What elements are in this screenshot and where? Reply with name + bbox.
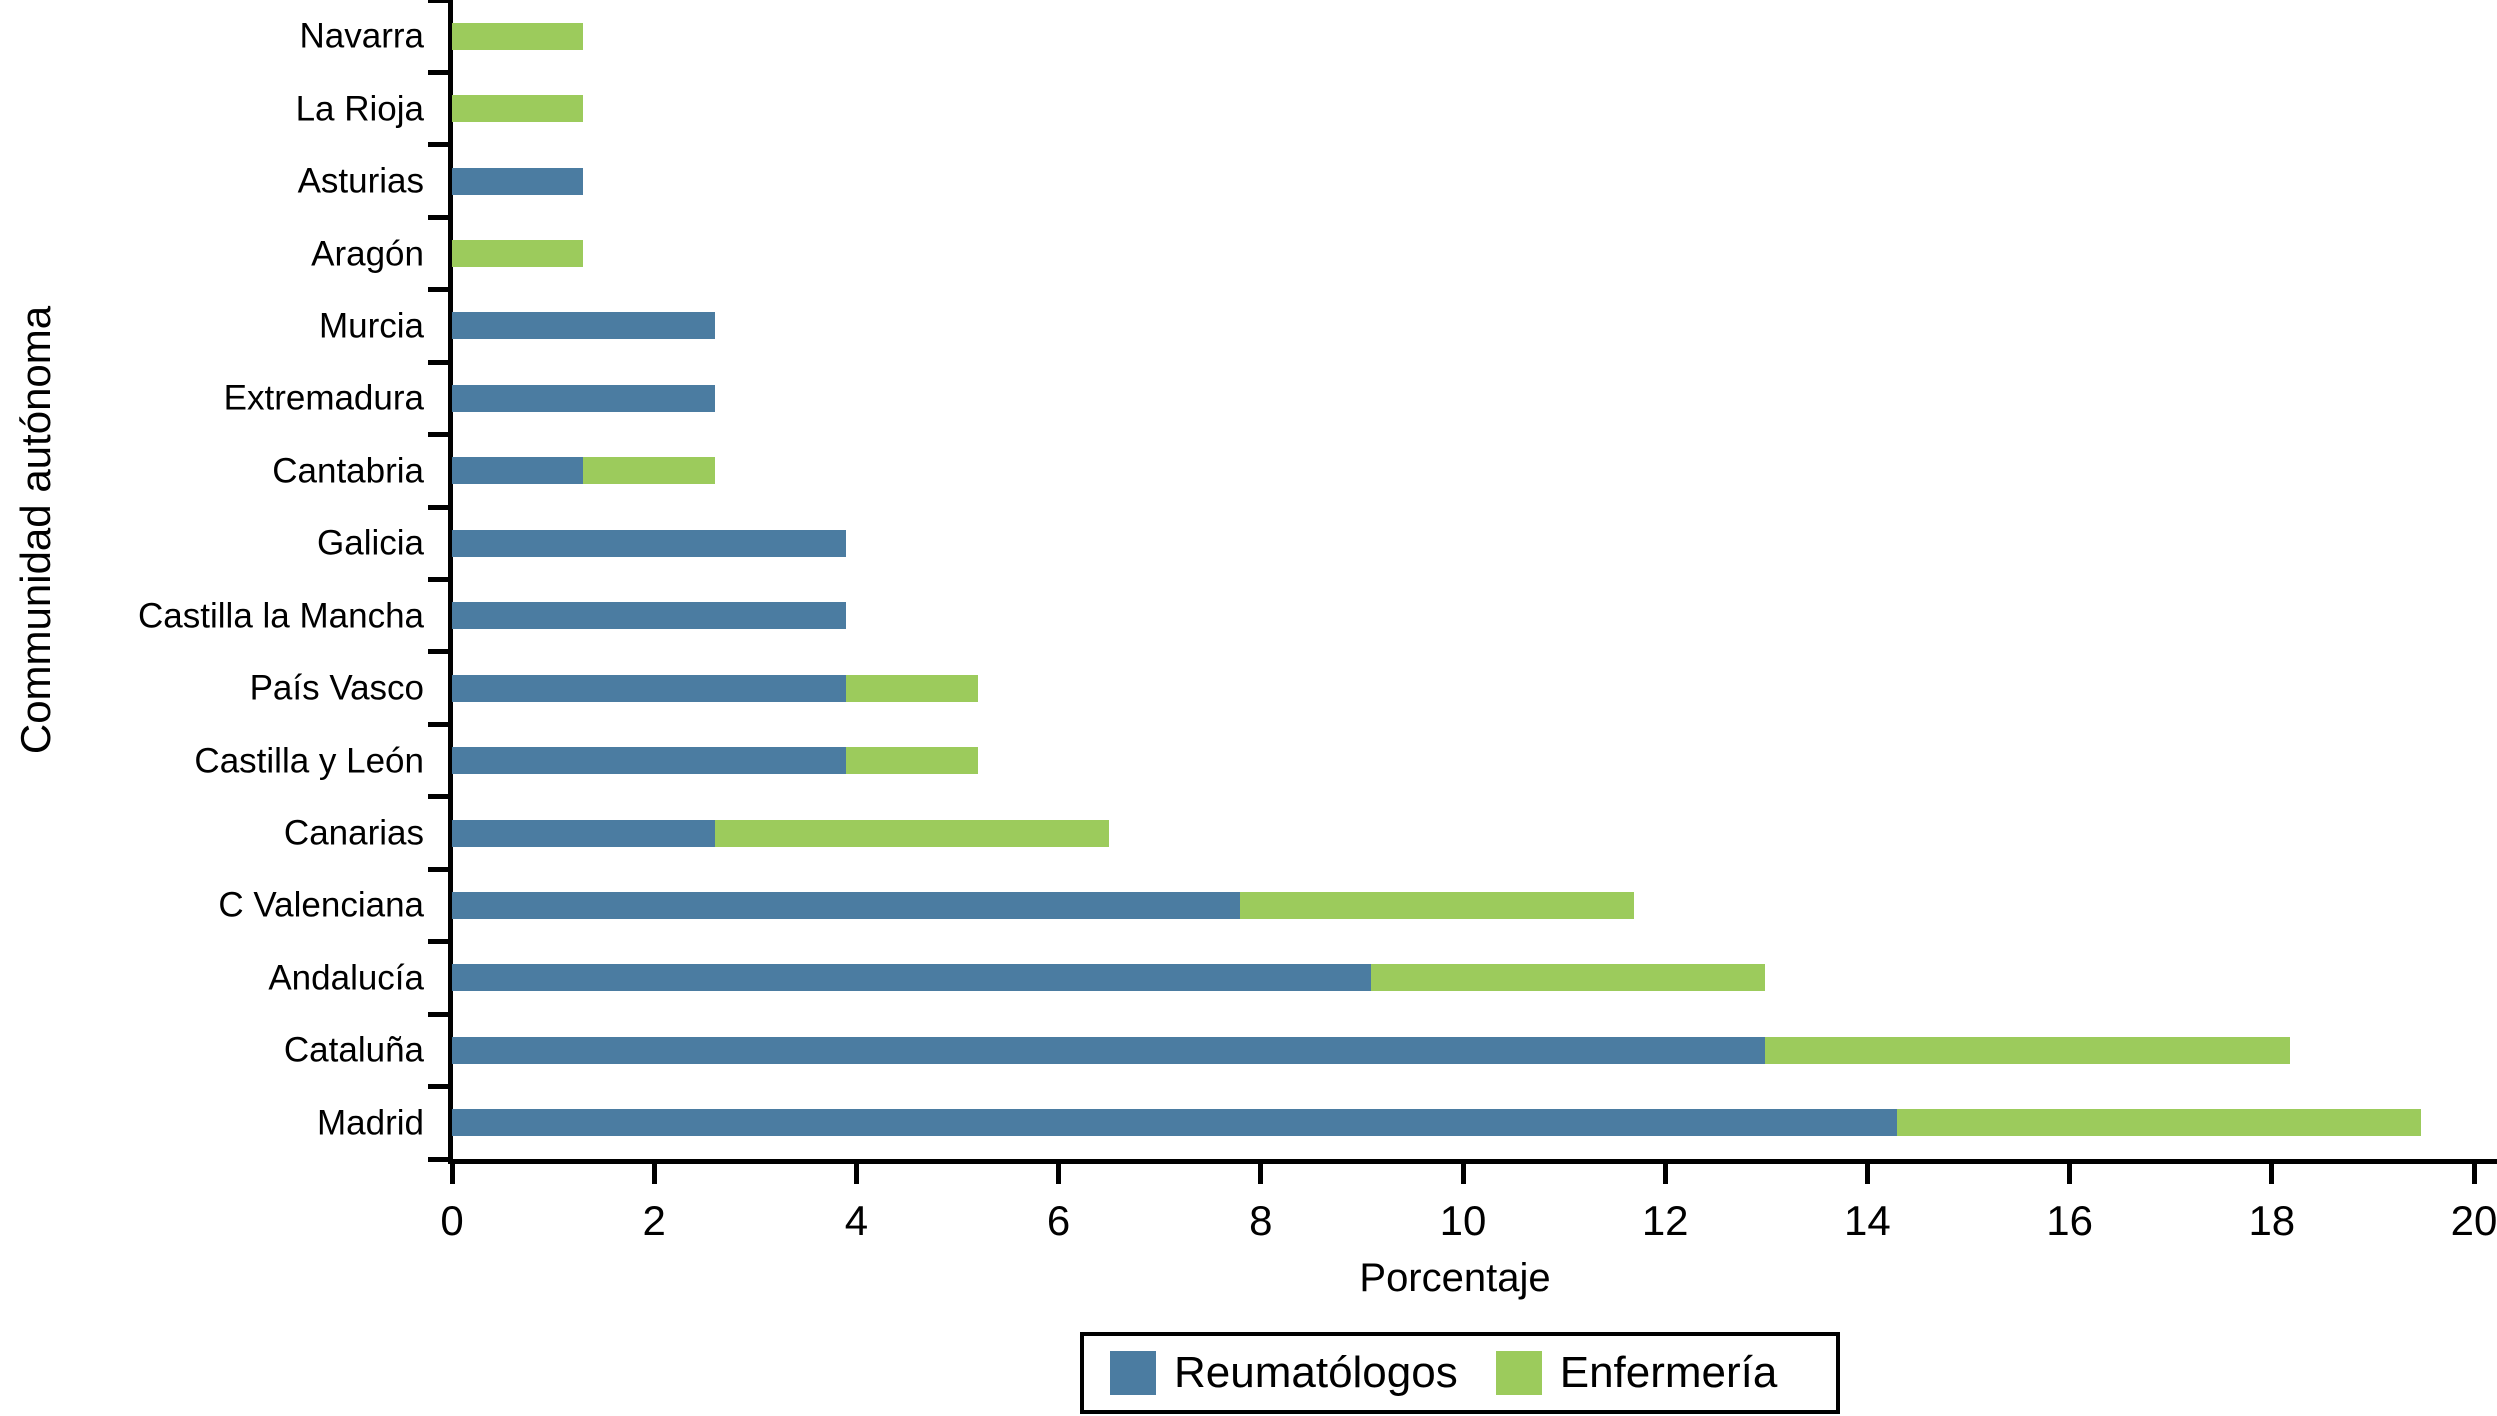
category-label: Aragón: [311, 234, 424, 274]
x-axis-tick: [1460, 1164, 1466, 1184]
category-label: Navarra: [299, 16, 424, 56]
x-axis-line: [448, 1159, 2497, 1164]
enfermeria-legend-swatch: [1495, 1351, 1542, 1395]
x-axis-tick: [1662, 1164, 1668, 1184]
bar-segment-reumatologos: [452, 384, 715, 412]
bar-segment-enfermeria: [452, 95, 584, 123]
category-label: Extremadura: [223, 378, 424, 418]
x-axis-tick-label: 4: [844, 1197, 869, 1244]
x-axis-tick-label: 18: [2248, 1197, 2296, 1244]
x-axis-tick: [449, 1164, 455, 1184]
bar-segment-enfermeria: [1239, 891, 1634, 919]
x-axis-tick-label: 16: [2046, 1197, 2093, 1244]
bar-segment-enfermeria: [846, 747, 978, 775]
category-label: Canarias: [283, 813, 424, 853]
bar-segment-reumatologos: [452, 529, 847, 557]
category-label: Castilla y León: [194, 741, 424, 781]
x-axis-tick-label: 6: [1046, 1197, 1071, 1244]
bar-segment-reumatologos: [452, 602, 847, 630]
bar-segment-enfermeria: [452, 240, 584, 268]
y-axis-tick: [428, 577, 448, 582]
y-axis-tick: [428, 0, 448, 3]
y-axis-tick: [428, 794, 448, 800]
y-axis-tick: [428, 142, 448, 148]
x-axis-tick: [853, 1164, 859, 1184]
category-label: Andalucía: [268, 958, 424, 998]
y-axis-line: [448, 0, 453, 1164]
category-label: Murcia: [318, 306, 424, 346]
y-axis-tick: [428, 214, 448, 220]
y-axis-tick: [428, 504, 448, 510]
bar-segment-reumatologos: [452, 457, 584, 485]
x-axis-title: Porcentaje: [1359, 1256, 1551, 1300]
category-label: Asturias: [297, 161, 424, 201]
y-axis-tick: [428, 1156, 448, 1162]
bar-segment-reumatologos: [452, 747, 847, 775]
category-label: Madrid: [317, 1103, 424, 1143]
x-axis-tick: [1056, 1164, 1062, 1184]
bar-segment-enfermeria: [452, 22, 584, 50]
x-axis-tick-label: 0: [440, 1197, 464, 1244]
bar-segment-reumatologos: [452, 1109, 1897, 1137]
category-label: Galicia: [317, 523, 424, 563]
bar-segment-reumatologos: [452, 891, 1240, 919]
bar-segment-enfermeria: [714, 819, 1110, 847]
bar-segment-enfermeria: [1370, 964, 1766, 992]
category-label: Castilla la Mancha: [138, 596, 424, 636]
category-label: Cantabria: [272, 451, 424, 491]
x-axis-tick: [2269, 1164, 2275, 1184]
x-axis-tick-label: 14: [1844, 1197, 1891, 1244]
category-label: País Vasco: [249, 668, 424, 708]
y-axis-tick: [428, 359, 448, 365]
bar-segment-enfermeria: [1896, 1109, 2422, 1137]
category-label: La Rioja: [295, 89, 424, 129]
reumatologos-legend-label: Reumatólogos: [1174, 1348, 1458, 1397]
bar-segment-reumatologos: [452, 964, 1371, 992]
x-axis-tick-label: 20: [2450, 1197, 2497, 1244]
bar-segment-enfermeria: [1765, 1036, 2290, 1064]
bar-segment-enfermeria: [846, 674, 978, 702]
legend: Reumatólogos Enfermería: [1080, 1332, 1840, 1414]
reumatologos-legend-swatch: [1110, 1351, 1156, 1395]
x-axis-tick: [651, 1164, 657, 1184]
bar-segment-enfermeria: [583, 457, 715, 485]
bar-segment-reumatologos: [452, 674, 847, 702]
x-axis-tick-label: 10: [1439, 1197, 1487, 1244]
bar-segment-reumatologos: [452, 1036, 1766, 1064]
x-axis-tick: [2471, 1164, 2477, 1184]
y-axis-tick: [428, 649, 448, 655]
x-axis-tick: [1864, 1164, 1870, 1184]
y-axis-tick: [428, 721, 448, 727]
y-axis-tick: [428, 69, 448, 75]
y-axis-tick: [428, 866, 448, 872]
y-axis-tick: [428, 1084, 448, 1090]
x-axis-tick: [1258, 1164, 1264, 1184]
enfermeria-legend-label: Enfermería: [1559, 1348, 1778, 1397]
x-axis-tick-label: 8: [1249, 1197, 1273, 1244]
x-axis-tick-label: 2: [642, 1197, 666, 1244]
x-axis-tick: [2067, 1164, 2073, 1184]
y-axis-tick: [428, 432, 448, 438]
x-axis-tick-label: 12: [1641, 1197, 1689, 1244]
y-axis-tick: [428, 1011, 448, 1017]
y-axis-title: Communidad autónoma: [12, 305, 59, 755]
category-label: C Valenciana: [218, 885, 424, 925]
y-axis-tick: [428, 287, 448, 293]
bar-segment-reumatologos: [452, 167, 584, 195]
y-axis-tick: [428, 939, 448, 945]
bar-segment-reumatologos: [452, 819, 715, 847]
category-label: Cataluña: [283, 1030, 424, 1070]
bar-segment-reumatologos: [452, 312, 715, 340]
